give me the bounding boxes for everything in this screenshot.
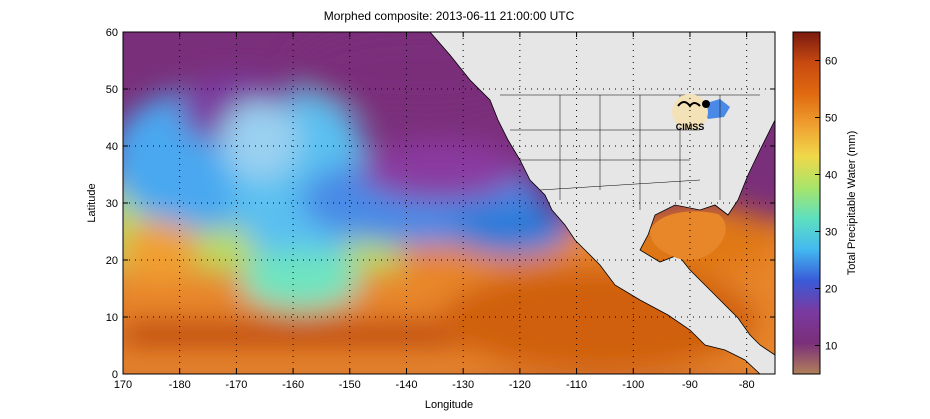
gulf-of-mexico: [650, 211, 726, 261]
colorbar-tick-label: 40: [825, 170, 837, 182]
x-axis-label: Longitude: [425, 399, 473, 411]
x-tick-label: -120: [509, 379, 531, 391]
x-tick-label: -130: [452, 379, 474, 391]
x-tick-label: -80: [739, 379, 755, 391]
y-axis-label: Latitude: [86, 183, 98, 222]
y-tick-label: 60: [106, 27, 118, 39]
x-tick-label: -140: [395, 379, 417, 391]
x-tick-label: -170: [225, 379, 247, 391]
state-borders: [500, 94, 760, 210]
cimss-logo-text: CIMSS: [676, 122, 705, 132]
y-tick-label: 40: [106, 141, 118, 153]
map-grid: [123, 32, 775, 374]
colorbar-tick-label: 20: [825, 284, 837, 296]
y-tick-label: 50: [106, 84, 118, 96]
x-tick-label: -160: [282, 379, 304, 391]
y-tick-label: 10: [106, 312, 118, 324]
cimss-logo: CIMSS: [672, 94, 710, 132]
colorbar-tick-label: 50: [825, 113, 837, 125]
colorbar-tick-label: 60: [825, 56, 837, 68]
y-axis-ticks: 0 10 20 30 40 50 60: [106, 27, 775, 381]
colorbar-label: Total Precipitable Water (mm): [846, 131, 858, 275]
x-tick-label: -180: [169, 379, 191, 391]
y-tick-label: 30: [106, 198, 118, 210]
y-tick-label: 0: [112, 369, 118, 381]
colorbar-ticks: 10 20 30 40 50 60: [815, 56, 837, 353]
x-tick-label: -100: [622, 379, 644, 391]
colorbar-tick-label: 10: [825, 341, 837, 353]
y-tick-label: 20: [106, 255, 118, 267]
colorbar: [792, 31, 821, 375]
map-plot-area: CIMSS: [123, 32, 775, 374]
x-tick-label: 170: [114, 379, 132, 391]
map-title: Morphed composite: 2013-06-11 21:00:00 U…: [324, 9, 575, 23]
x-tick-label: -110: [566, 379, 587, 391]
x-axis-ticks: 170 -180 -170 -160 -150 -140 -130 -120 -110 -100 -…: [114, 32, 755, 391]
x-tick-label: -150: [339, 379, 361, 391]
x-tick-label: -90: [682, 379, 698, 391]
colorbar-tick-label: 30: [825, 227, 837, 239]
